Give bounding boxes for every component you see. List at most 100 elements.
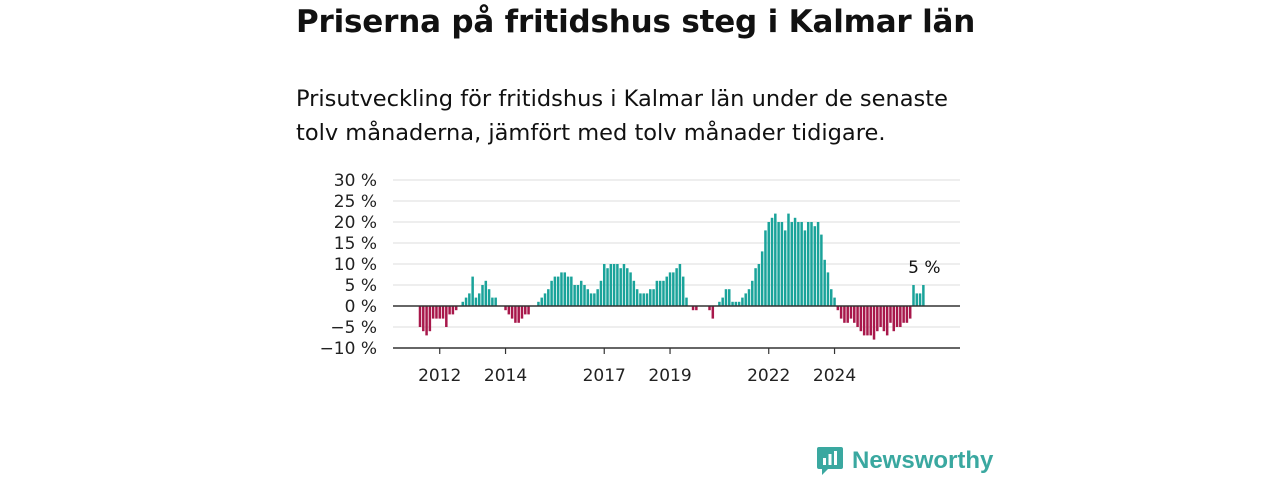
bar [859,306,863,332]
bar [642,293,645,306]
bar [741,297,744,306]
bar [892,306,896,332]
bar [579,280,583,306]
bar [826,272,830,306]
bar [514,306,517,323]
bar [744,293,747,306]
bar [879,306,882,327]
bar [593,293,596,306]
bar [484,280,488,306]
bar [658,280,662,306]
bar [912,285,915,306]
y-tick-label: 20 % [334,213,377,233]
bar [922,285,925,306]
bar [570,276,573,306]
bar [491,297,494,306]
bar [649,289,652,306]
bar [757,264,761,306]
bar [547,289,550,306]
bar [668,272,672,306]
bar [813,226,817,306]
bar [481,285,484,306]
x-tick-label: 2019 [648,366,691,386]
bar [510,306,514,319]
bar [425,306,428,336]
x-tick-label: 2014 [484,366,527,386]
bar [839,306,843,319]
bar [464,297,468,306]
bar [728,289,731,306]
bar [619,268,622,306]
bar [662,280,665,306]
bar [553,276,557,306]
bar [843,306,846,323]
bar [517,306,520,323]
bar [655,280,659,306]
bar [820,234,823,306]
bar [629,272,632,306]
bar [422,306,425,332]
bar [711,306,715,319]
bar [915,293,919,306]
bar [520,306,524,319]
bar [632,280,636,306]
bar [830,289,833,306]
bar [418,306,422,327]
bar [846,306,849,323]
bar [665,276,668,306]
bar [767,222,770,306]
bar [905,306,909,323]
bar [451,306,455,315]
bar [751,280,754,306]
bar [718,301,721,306]
bar [764,230,767,306]
bar [885,306,889,336]
bar [872,306,876,340]
bar [537,301,540,306]
bar [849,306,853,319]
bar [504,306,507,311]
bar [681,276,685,306]
bar [695,306,698,311]
x-tick-label: 2012 [418,366,461,386]
bar [589,293,593,306]
bar [708,306,711,311]
bar [856,306,859,327]
bar [691,306,695,311]
y-tick-label: 0 % [345,297,377,317]
bar [876,306,879,332]
bar [760,251,764,306]
bar-series [418,213,925,340]
newsworthy-logo-icon [817,447,843,475]
bar [797,222,800,306]
bar [507,306,511,315]
x-axis: 2012 2014 2017 2019 2022 2024 [393,305,960,386]
bar [793,217,797,306]
bar [609,264,613,306]
y-tick-label: 25 % [334,192,377,212]
bar [882,306,886,332]
bar [685,297,688,306]
bar [550,280,553,306]
bar [836,306,840,311]
bar [862,306,866,336]
bar [806,222,810,306]
bar [560,272,563,306]
y-tick-label: 30 % [334,171,377,191]
bar [774,213,777,306]
bar [474,297,478,306]
bar [833,297,836,306]
bar [563,272,567,306]
bar [889,306,892,323]
y-axis: 30 %25 %20 %15 %10 %5 %0 %−5 %−10 % [320,171,377,359]
bar [441,306,445,319]
y-tick-label: −10 % [320,339,377,359]
bar [895,306,899,327]
x-tick-label: 2024 [813,366,856,386]
chart-title: Priserna på fritidshus steg i Kalmar län [296,4,976,40]
bar [494,297,497,306]
bar [754,268,757,306]
bar [477,293,481,306]
bar [586,289,590,306]
bar [566,276,570,306]
